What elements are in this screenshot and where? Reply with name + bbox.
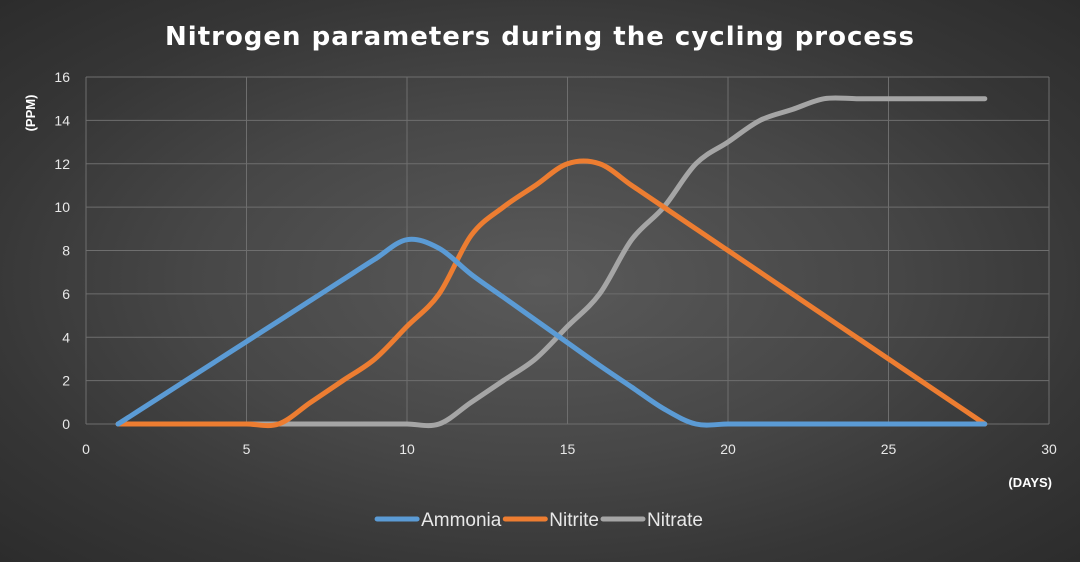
legend-label-nitrate: Nitrate	[647, 510, 703, 531]
y-tick-label-1: 2	[62, 373, 70, 389]
y-tick-label-5: 10	[54, 199, 70, 215]
series-lines	[115, 95, 988, 429]
nitrite-line	[115, 158, 988, 429]
legend-label-nitrite: Nitrite	[549, 510, 599, 531]
chart-title: Nitrogen parameters during the cycling p…	[165, 22, 915, 52]
y-tick-label-7: 14	[54, 112, 70, 128]
legend-item-ammonia: Ammonia	[374, 510, 502, 531]
x-tick-label-4: 20	[720, 441, 736, 457]
y-axis-ticks: 0 2 4 6 8 10 12 14 16	[54, 69, 70, 432]
ammonia-line	[115, 236, 988, 428]
y-tick-label-6: 12	[54, 156, 70, 172]
y-tick-label-4: 8	[62, 243, 70, 259]
x-tick-label-2: 10	[399, 441, 415, 457]
x-tick-label-3: 15	[560, 441, 576, 457]
y-tick-label-3: 6	[62, 286, 70, 302]
y-tick-label-8: 16	[54, 69, 70, 85]
x-tick-label-6: 30	[1041, 441, 1057, 457]
x-axis-label: (DAYS)	[1008, 475, 1052, 490]
nitrate-line	[115, 95, 988, 429]
x-tick-label-1: 5	[243, 441, 251, 457]
y-axis-label: (PPM)	[23, 95, 38, 132]
y-tick-label-0: 0	[62, 416, 70, 432]
x-axis-ticks: 0 5 10 15 20 25 30	[82, 441, 1057, 457]
legend-label-ammonia: Ammonia	[421, 510, 502, 531]
legend-item-nitrate: Nitrate	[600, 510, 703, 531]
y-tick-label-2: 4	[62, 329, 70, 345]
legend-item-nitrite: Nitrite	[502, 510, 599, 531]
legend: Ammonia Nitrite Nitrate	[374, 510, 703, 531]
x-tick-label-5: 25	[881, 441, 897, 457]
x-tick-label-0: 0	[82, 441, 90, 457]
